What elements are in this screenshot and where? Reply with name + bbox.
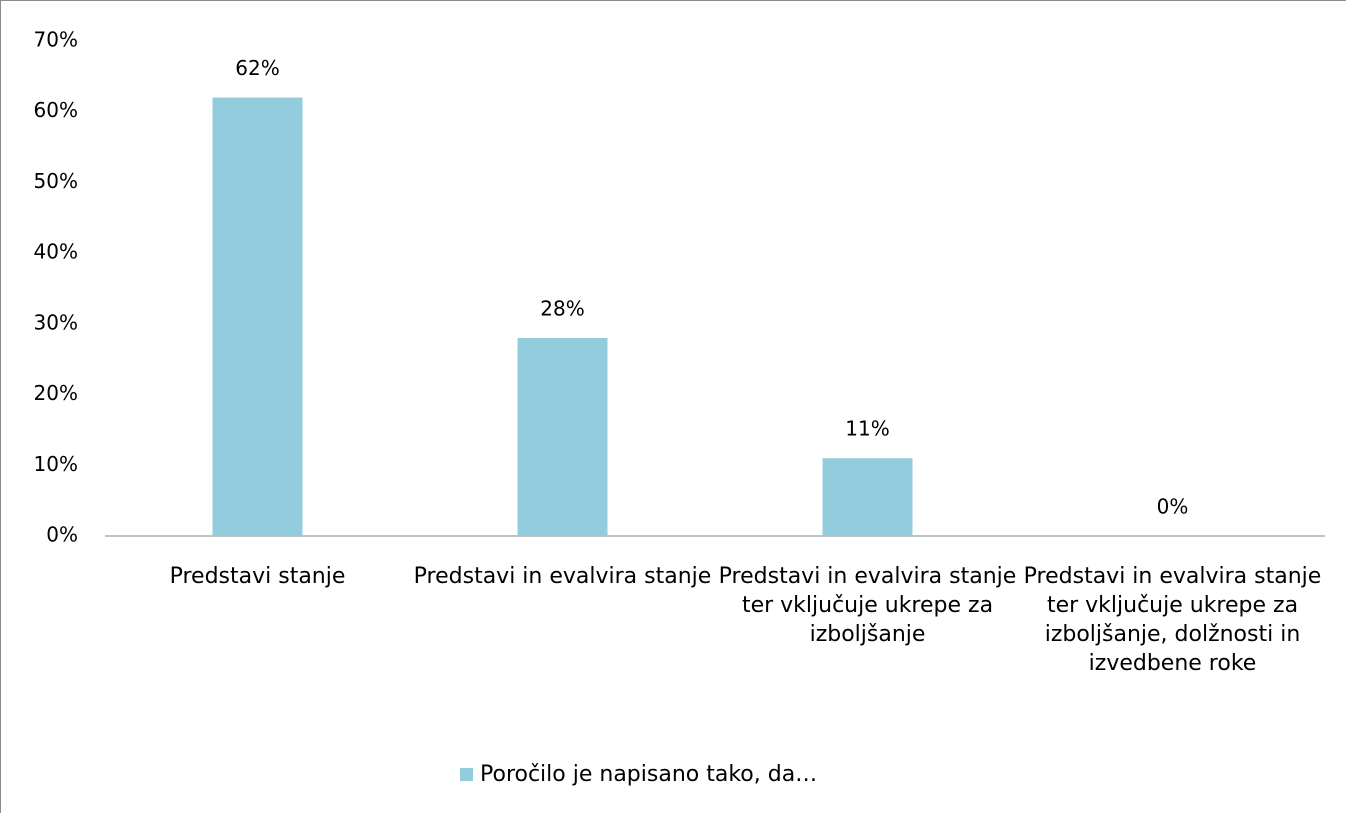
x-tick-label: Predstavi in evalvira stanje ter vključu…	[718, 564, 1017, 647]
bar	[822, 458, 913, 536]
y-tick-label: 40%	[34, 240, 78, 264]
data-label: 11%	[845, 417, 889, 441]
y-tick-label: 20%	[34, 381, 78, 405]
y-tick-label: 10%	[34, 452, 78, 476]
y-tick-label: 0%	[46, 523, 78, 547]
y-tick-label: 50%	[34, 169, 78, 193]
bar	[517, 338, 608, 536]
bar	[212, 97, 303, 537]
data-label: 0%	[1157, 495, 1189, 519]
y-tick-label: 70%	[34, 28, 78, 52]
data-label: 28%	[540, 297, 584, 321]
x-tick-label: Predstavi in evalvira stanje ter vključu…	[1023, 564, 1322, 676]
legend-swatch	[460, 768, 473, 781]
legend-label: Poročilo je napisano tako, da…	[480, 762, 817, 787]
y-tick-label: 60%	[34, 98, 78, 122]
y-tick-label: 30%	[34, 310, 78, 334]
x-tick-label: Predstavi in evalvira stanje	[413, 564, 712, 589]
data-label: 62%	[235, 56, 279, 80]
x-tick-label: Predstavi stanje	[169, 564, 346, 589]
